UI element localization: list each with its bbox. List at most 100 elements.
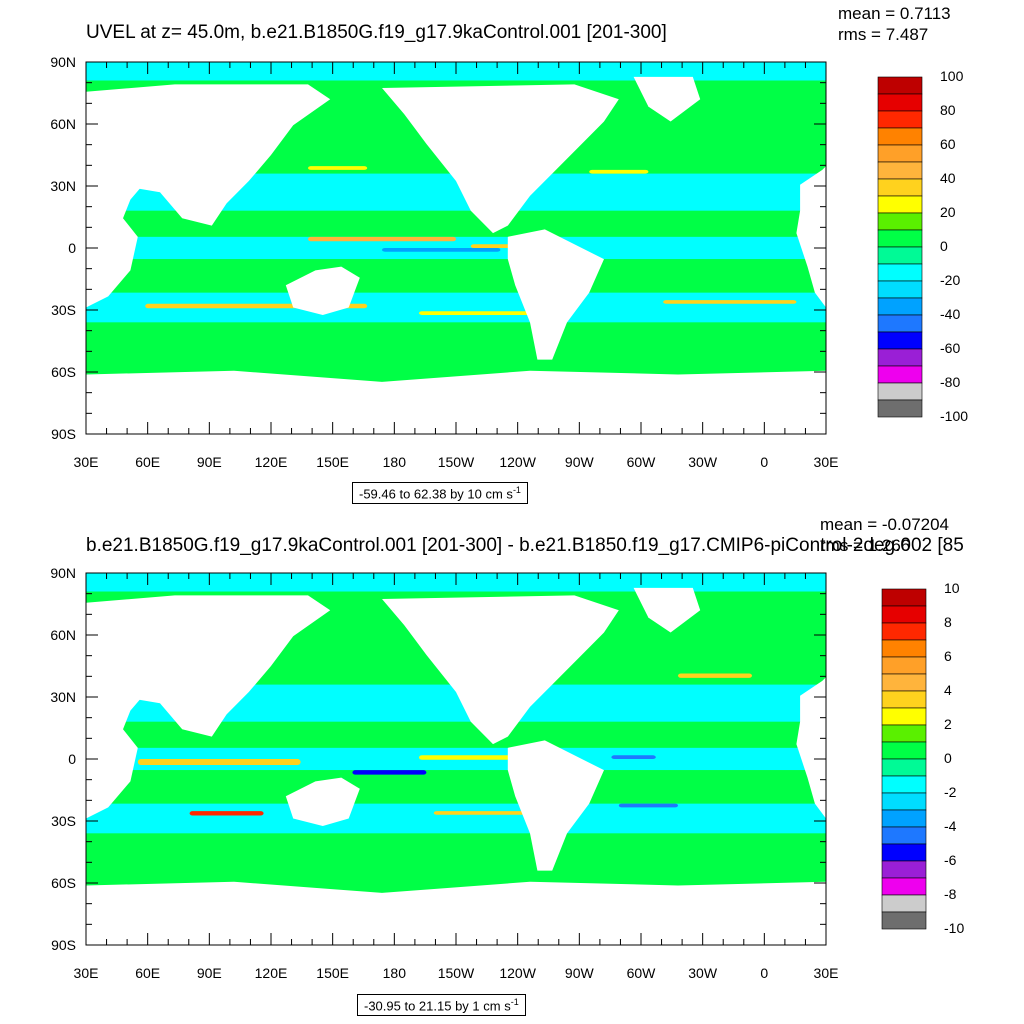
colorbar-swatch — [877, 195, 923, 214]
x-tick-label: 150E — [316, 454, 349, 470]
colorbar-swatch — [877, 314, 923, 333]
x-tick-label: 60E — [135, 965, 161, 981]
colorbar-label: -60 — [940, 340, 961, 356]
colorbar-label: 6 — [944, 648, 952, 664]
current-jet-1 — [419, 755, 530, 760]
colorbar-label: -2 — [944, 784, 957, 800]
colorbar-swatch — [881, 792, 927, 811]
current-jet-7 — [618, 803, 678, 808]
colorbar-label: -10 — [944, 920, 965, 936]
current-jet-0 — [137, 759, 301, 765]
colorbar-label: 0 — [944, 750, 952, 766]
colorbar-swatch — [877, 246, 923, 265]
map-panel-1 — [85, 61, 827, 435]
land-mass-0 — [86, 155, 153, 308]
colorbar-swatch — [881, 741, 927, 760]
current-jet-7 — [308, 166, 368, 170]
colorbar-swatch — [881, 622, 927, 641]
colorbar-label: 2 — [944, 716, 952, 732]
current-jet-2 — [352, 770, 427, 775]
x-tick-label: 150W — [437, 454, 475, 470]
colorbar-label: 100 — [940, 68, 964, 84]
colorbar-label: 0 — [940, 238, 948, 254]
colorbar-label: -100 — [940, 408, 969, 424]
x-tick-label: 60W — [626, 454, 656, 470]
colorbar-swatch — [877, 263, 923, 282]
colorbar-label: -80 — [940, 374, 961, 390]
colorbar-swatch — [877, 110, 923, 129]
panel2-title: b.e21.B1850G.f19_g17.9kaControl.001 [201… — [86, 535, 964, 556]
panel2-rms: rms = 1.266 — [820, 536, 911, 555]
y-tick-label: 90N — [50, 54, 76, 70]
land-mass-6 — [633, 587, 701, 633]
y-tick-label: 60N — [50, 116, 76, 132]
ocean-band-5 — [86, 770, 826, 804]
colorbar-label: 20 — [940, 204, 956, 220]
land-mass-0 — [86, 666, 153, 819]
current-jet-5 — [678, 673, 752, 678]
ocean-band-6 — [86, 803, 826, 834]
land-mass-3 — [285, 777, 360, 826]
panel1-title: UVEL at z= 45.0m, b.e21.B1850G.f19_g17.9… — [86, 22, 667, 43]
colorbar-label: -40 — [940, 306, 961, 322]
colorbar-swatch — [881, 588, 927, 607]
current-jet-4 — [189, 811, 264, 816]
panel1-range-box: -59.46 to 62.38 by 10 cm s-1 — [352, 482, 528, 505]
colorbar-swatch — [877, 161, 923, 180]
current-jet-5 — [663, 300, 797, 304]
current-jet-0 — [308, 236, 456, 242]
colorbar-swatch — [877, 76, 923, 95]
ocean-band-5 — [86, 259, 826, 293]
colorbar-label: -6 — [944, 852, 957, 868]
land-mass-4 — [382, 84, 619, 234]
y-tick-label: 90S — [51, 426, 76, 442]
panel2-range-text: -30.95 to 21.15 by 1 cm s — [364, 998, 511, 1014]
colorbar-swatch — [877, 382, 923, 401]
colorbar-label: 8 — [944, 614, 952, 630]
x-tick-label: 90E — [196, 965, 222, 981]
colorbar-swatch — [877, 93, 923, 112]
land-mass-3 — [285, 266, 360, 315]
colorbar-swatch — [881, 843, 927, 862]
x-tick-label: 150W — [437, 965, 475, 981]
x-tick-label: 180 — [382, 454, 406, 470]
land-mass-7 — [86, 370, 826, 434]
current-jet-4 — [419, 311, 553, 315]
y-tick-label: 30N — [50, 689, 76, 705]
x-tick-label: 60E — [135, 454, 161, 470]
x-tick-label: 0 — [760, 454, 769, 470]
x-tick-label: 30E — [73, 965, 99, 981]
y-tick-label: 60S — [51, 875, 76, 891]
y-tick-label: 0 — [68, 240, 76, 256]
x-tick-label: 30E — [73, 454, 99, 470]
x-tick-label: 60W — [626, 965, 656, 981]
colorbar-swatch — [881, 809, 927, 828]
colorbar-label: 10 — [944, 580, 960, 596]
colorbar-label: 60 — [940, 136, 956, 152]
y-tick-label: 90N — [50, 565, 76, 581]
land-mass-1 — [796, 677, 826, 819]
colorbar-swatch — [877, 365, 923, 384]
colorbar-label: -20 — [940, 272, 961, 288]
panel2-mean: mean = -0.07204 — [820, 515, 950, 534]
colorbar-swatch — [881, 656, 927, 675]
x-tick-label: 90W — [564, 965, 594, 981]
land-mass-2 — [86, 84, 331, 226]
land-mass-2 — [86, 595, 331, 737]
y-tick-label: 30N — [50, 178, 76, 194]
colorbar-swatch — [881, 724, 927, 743]
current-jet-6 — [589, 169, 649, 174]
colorbar-swatch — [877, 348, 923, 367]
colorbar-swatch — [881, 911, 927, 930]
colorbar-swatch — [877, 297, 923, 316]
panel1-rms: rms = 7.487 — [838, 25, 929, 44]
colorbar-swatch — [881, 826, 927, 845]
colorbar-swatch — [881, 673, 927, 692]
colorbar-swatch — [877, 229, 923, 248]
colorbar-swatch — [877, 399, 923, 418]
panel1-mean: mean = 0.7113 — [838, 4, 951, 23]
land-mass-6 — [633, 76, 701, 122]
x-tick-label: 90E — [196, 454, 222, 470]
x-tick-label: 120W — [499, 965, 536, 981]
land-mass-4 — [382, 595, 619, 745]
